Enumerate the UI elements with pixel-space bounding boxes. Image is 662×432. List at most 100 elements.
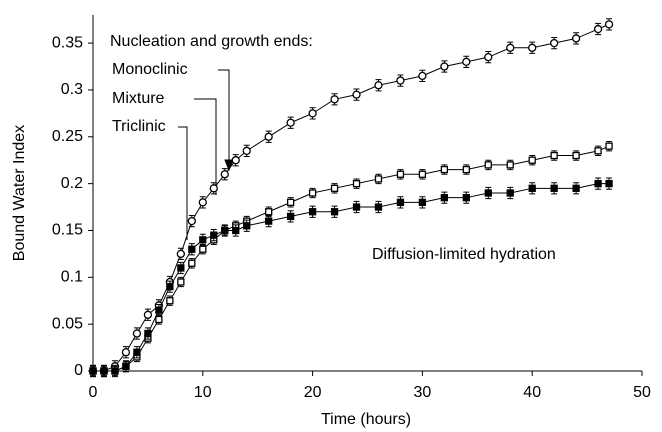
series-label: Mixture xyxy=(112,90,165,107)
point xyxy=(209,184,218,193)
point xyxy=(330,208,339,216)
y-axis-label: Bound Water Index xyxy=(11,125,28,261)
point xyxy=(166,297,174,305)
point xyxy=(462,57,471,66)
point xyxy=(506,161,514,169)
point xyxy=(462,165,470,174)
x-tick-label: 30 xyxy=(414,384,432,401)
point xyxy=(484,53,493,62)
point xyxy=(506,43,515,52)
point xyxy=(100,367,108,375)
point xyxy=(198,198,207,207)
y-tick-label: 0.05 xyxy=(52,315,83,332)
annotation-note: Diffusion-limited hydration xyxy=(372,246,556,263)
point xyxy=(506,189,514,197)
point xyxy=(571,34,581,43)
point xyxy=(484,161,492,169)
point xyxy=(352,90,361,99)
point xyxy=(550,151,558,160)
point xyxy=(572,184,580,192)
point xyxy=(243,222,251,230)
point xyxy=(188,245,196,253)
series-label: Triclinic xyxy=(112,118,166,135)
x-tick-label: 20 xyxy=(304,384,322,401)
y-tick-label: 0.15 xyxy=(52,222,83,239)
point xyxy=(286,118,295,127)
point xyxy=(330,95,339,104)
point xyxy=(89,367,97,375)
point xyxy=(166,283,174,291)
point xyxy=(462,194,470,202)
y-tick-label: 0.25 xyxy=(52,128,83,145)
point xyxy=(231,156,240,165)
point xyxy=(396,76,405,85)
y-tick-label: 0.1 xyxy=(61,269,83,286)
y-tick-label: 0.3 xyxy=(61,81,83,98)
point xyxy=(550,38,559,48)
arrow-head xyxy=(224,159,234,172)
point xyxy=(133,348,141,356)
y-tick-label: 0.2 xyxy=(61,175,83,192)
point xyxy=(330,184,339,192)
point xyxy=(220,170,229,179)
x-axis-label: Time (hours) xyxy=(321,411,411,428)
point xyxy=(374,81,383,90)
point xyxy=(396,198,405,207)
point xyxy=(132,329,142,338)
point xyxy=(605,179,613,188)
point xyxy=(484,189,492,197)
leader-line xyxy=(178,126,188,240)
point xyxy=(352,179,361,188)
point xyxy=(572,151,580,160)
point xyxy=(111,367,119,375)
point xyxy=(144,329,152,338)
point xyxy=(232,226,240,235)
y-tick-label: 0 xyxy=(74,362,83,379)
point xyxy=(155,315,163,324)
point xyxy=(265,208,273,216)
point xyxy=(265,217,273,225)
point xyxy=(605,142,613,150)
point xyxy=(187,216,196,226)
leader-line xyxy=(194,98,217,195)
point xyxy=(122,362,130,370)
point xyxy=(199,236,207,244)
point xyxy=(143,310,153,319)
point xyxy=(221,226,229,235)
annotation-header: Nucleation and growth ends: xyxy=(110,33,313,50)
point xyxy=(550,184,558,192)
leader-line xyxy=(218,69,230,160)
leaders xyxy=(178,69,234,240)
point xyxy=(176,249,185,259)
point xyxy=(188,259,196,267)
point xyxy=(594,147,602,155)
point xyxy=(440,194,449,202)
fit-line xyxy=(93,183,610,372)
point xyxy=(604,20,614,29)
x-tick-label: 10 xyxy=(194,384,212,401)
point xyxy=(528,184,536,192)
point xyxy=(308,109,317,118)
point xyxy=(374,203,383,211)
point xyxy=(528,156,536,164)
x-tick-label: 0 xyxy=(89,384,98,401)
point xyxy=(440,62,449,71)
point xyxy=(440,165,449,174)
point xyxy=(396,170,405,178)
point xyxy=(286,212,295,221)
point xyxy=(155,306,163,314)
point xyxy=(308,208,317,216)
point xyxy=(528,43,537,52)
point xyxy=(418,198,427,207)
point xyxy=(242,146,251,155)
point xyxy=(593,24,603,34)
point xyxy=(308,189,317,197)
x-tick-label: 50 xyxy=(633,384,651,401)
x-tick-label: 40 xyxy=(523,384,541,401)
point xyxy=(352,203,361,211)
point xyxy=(177,264,185,272)
point xyxy=(210,231,218,239)
y-tick-label: 0.35 xyxy=(52,34,83,51)
point xyxy=(121,348,131,357)
